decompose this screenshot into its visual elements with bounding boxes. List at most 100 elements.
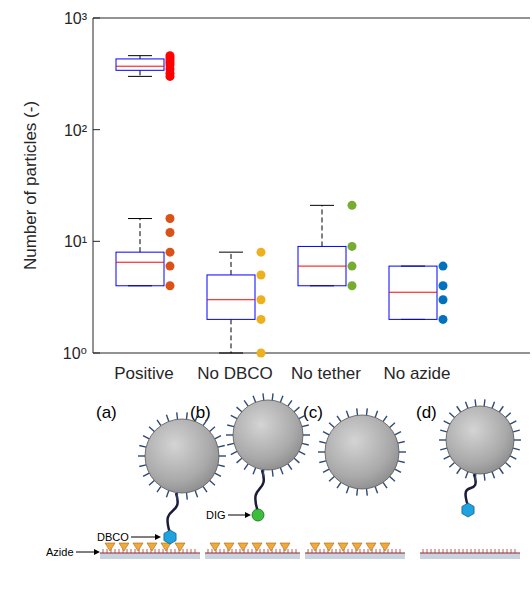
ligand: [218, 465, 225, 467]
ligand: [237, 458, 242, 463]
substrate: [420, 553, 520, 559]
ligand: [457, 406, 461, 412]
ligand: [465, 402, 467, 409]
substrate: [100, 553, 200, 559]
ligand: [398, 461, 405, 463]
surface-chain: [312, 549, 313, 553]
ligand: [215, 436, 221, 439]
ligand: [510, 456, 516, 459]
azide: [238, 543, 248, 551]
surface-chain: [396, 549, 397, 553]
ligand: [499, 468, 503, 474]
ligand: [505, 463, 510, 468]
whisker-upper: [140, 219, 141, 253]
surface-chain: [212, 549, 213, 553]
dig: [252, 509, 264, 521]
ligand: [483, 399, 485, 406]
ligand: [399, 451, 406, 452]
median: [298, 266, 346, 267]
surface-chain: [471, 549, 472, 553]
y-tick: [93, 241, 100, 242]
ligand: [346, 487, 348, 494]
ligand: [299, 451, 305, 454]
substrate: [205, 553, 300, 559]
ligand: [398, 441, 405, 443]
tether: [168, 493, 178, 533]
particle: [145, 419, 219, 493]
whisker-cap: [128, 76, 152, 77]
surface-chain: [463, 549, 464, 553]
ligand: [375, 411, 377, 418]
ligand: [280, 468, 282, 475]
ligand: [356, 408, 358, 415]
azide: [224, 543, 234, 551]
ligand: [244, 464, 248, 470]
arrow: [131, 537, 156, 538]
azide: [133, 543, 143, 551]
surface-chain: [332, 549, 333, 553]
surface-chain: [352, 549, 353, 553]
surface-chain: [276, 549, 277, 553]
substrate: [305, 553, 405, 559]
azide: [210, 543, 220, 551]
particle: [325, 415, 399, 489]
azide: [352, 543, 362, 551]
azide: [280, 543, 290, 551]
surface-chain: [388, 549, 389, 553]
ligand: [203, 420, 207, 426]
data-point: [439, 295, 448, 304]
surface-chain: [475, 549, 476, 553]
data-point: [166, 72, 175, 81]
surface-chain: [499, 549, 500, 553]
data-point: [257, 270, 266, 279]
ligand: [227, 425, 234, 427]
data-point: [348, 281, 357, 290]
ligand: [227, 443, 234, 445]
tether: [466, 474, 476, 506]
surface-chain: [103, 549, 104, 553]
ligand: [288, 400, 292, 406]
whisker-cap: [310, 205, 334, 206]
whisker-cap: [219, 353, 243, 354]
surface-chain: [115, 549, 116, 553]
data-point: [166, 248, 175, 257]
data-point: [257, 248, 266, 257]
surface-chain: [455, 549, 456, 553]
azide: [105, 543, 115, 551]
surface-chain: [479, 549, 480, 553]
box: [116, 252, 164, 286]
ligand: [157, 486, 161, 492]
ligand: [510, 421, 516, 424]
surface-chain: [191, 549, 192, 553]
ligand: [272, 393, 274, 400]
ligand: [157, 420, 161, 426]
ligand: [329, 477, 334, 482]
ligand: [474, 474, 476, 481]
azide: [310, 543, 320, 551]
surface-chain: [491, 549, 492, 553]
ligand: [299, 415, 305, 418]
surface-chain: [224, 549, 225, 553]
surface-chain: [495, 549, 496, 553]
ligand: [195, 415, 197, 422]
surface-chain: [240, 549, 241, 553]
whisker-lower: [140, 70, 141, 76]
data-point: [257, 295, 266, 304]
ligand: [390, 423, 395, 428]
median: [207, 299, 255, 300]
surface-chain: [127, 549, 128, 553]
azide: [266, 543, 276, 551]
panel-label: (d): [416, 403, 437, 422]
data-point: [439, 315, 448, 324]
ligand: [302, 425, 309, 427]
ligand: [323, 432, 329, 435]
ligand: [231, 451, 237, 454]
surface-chain: [431, 549, 432, 553]
whisker-upper: [231, 252, 232, 275]
ligand: [143, 436, 149, 439]
surface-chain: [131, 549, 132, 553]
ligand: [195, 491, 197, 498]
ligand: [262, 393, 264, 400]
surface-chain: [511, 549, 512, 553]
azide: [175, 543, 185, 551]
